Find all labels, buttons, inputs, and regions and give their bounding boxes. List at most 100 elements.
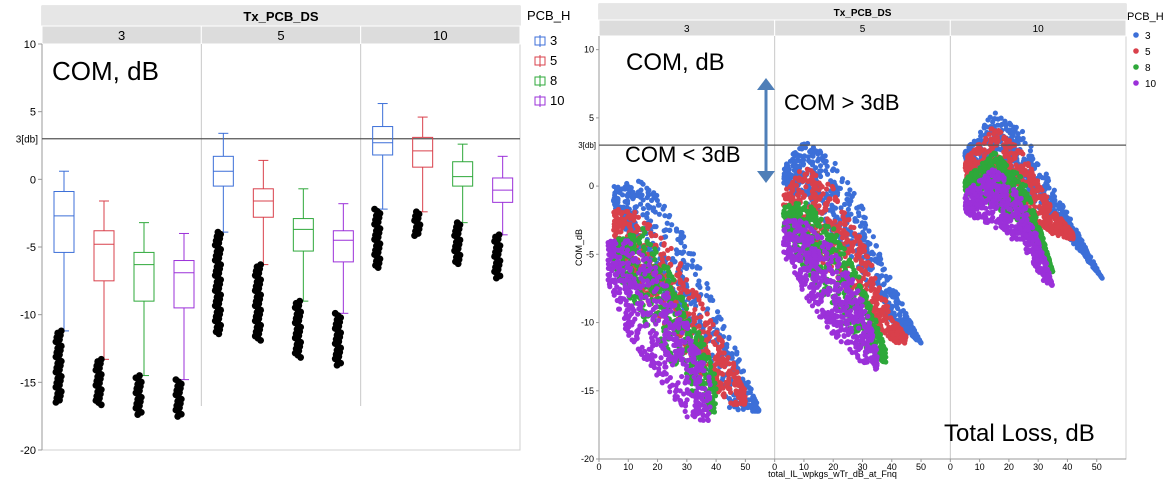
scatter-point (702, 403, 708, 409)
scatter-point (820, 191, 826, 197)
right-group-label: 5 (860, 24, 866, 35)
scatter-point (619, 295, 625, 302)
scatter-point (841, 210, 847, 216)
scatter-point (850, 277, 856, 283)
scatter-point (875, 280, 881, 287)
scatter-point (640, 267, 647, 273)
scatter-point (782, 196, 789, 202)
scatter-point (656, 202, 662, 208)
scatter-point (728, 400, 734, 406)
scatter-point (634, 333, 640, 339)
scatter-point (837, 185, 843, 192)
scatter-point (803, 184, 809, 190)
scatter-point (681, 301, 688, 307)
scatter-point (835, 190, 841, 196)
scatter-point (663, 327, 669, 333)
scatter-point (655, 317, 662, 323)
scatter-point (704, 281, 710, 287)
scatter-point (646, 282, 652, 288)
right-x-tick-label: 0 (948, 462, 953, 472)
left-plot-frame (41, 5, 521, 451)
scatter-point (831, 321, 838, 327)
scatter-point (704, 306, 711, 312)
scatter-point (844, 191, 850, 197)
left-y-tick-label: 10 (24, 39, 36, 51)
scatter-point (806, 251, 812, 257)
scatter-point (868, 262, 874, 268)
box-10-8 (451, 143, 474, 268)
scatter-point (656, 211, 662, 217)
right-x-tick-label: 10 (975, 462, 985, 472)
scatter-point (647, 242, 654, 248)
scatter-point (717, 380, 723, 386)
scatter-point (878, 295, 884, 302)
scatter-point (675, 266, 682, 272)
scatter-point (832, 218, 838, 224)
scatter-point (678, 260, 684, 267)
scatter-point (651, 270, 657, 276)
scatter-point (880, 267, 886, 273)
scatter-point (613, 231, 619, 237)
scatter-point (810, 281, 816, 287)
scatter-point (816, 156, 822, 162)
scatter-point (902, 337, 908, 344)
scatter-point (711, 409, 718, 415)
right-y-tick-label: -20 (581, 454, 594, 464)
scatter-point (697, 417, 704, 423)
scatter-point (859, 242, 865, 248)
box-outliers (451, 219, 464, 268)
scatter-point (815, 292, 821, 298)
scatter-point (676, 295, 682, 301)
box-3-3 (52, 170, 75, 406)
scatter-point (883, 354, 889, 360)
scatter-point (625, 320, 631, 326)
scatter-point (712, 393, 719, 399)
outlier-point (52, 398, 60, 406)
scatter-point (638, 187, 644, 193)
scatter-point (704, 413, 710, 419)
scatter-point (838, 339, 844, 345)
left-ref-label: 3[db] (16, 135, 38, 146)
scatter-point (679, 250, 685, 256)
scatter-point (819, 183, 825, 190)
scatter-point (855, 318, 861, 325)
scatter-point (818, 216, 824, 222)
scatter-point (815, 221, 821, 227)
box-body (452, 161, 474, 187)
scatter-point (630, 258, 637, 264)
scatter-point (698, 402, 704, 408)
scatter-point (678, 240, 684, 246)
scatter-point (806, 158, 812, 164)
right-header-title: Tx_PCB_DS (834, 8, 892, 19)
scatter-point (659, 256, 665, 262)
scatter-point (781, 208, 787, 214)
scatter-point (878, 256, 884, 262)
scatter-point (867, 241, 873, 247)
scatter-point (794, 158, 800, 164)
right-header-bar (599, 4, 1126, 20)
scatter-point (839, 178, 845, 185)
scatter-point (624, 260, 630, 266)
scatter-point (635, 270, 642, 276)
scatter-point (672, 389, 679, 395)
scatter-point (814, 308, 820, 315)
scatter-point (705, 285, 711, 291)
scatter-point (734, 369, 740, 375)
scatter-point (740, 394, 747, 400)
scatter-point (855, 210, 862, 216)
left-legend-item-8: 8 (534, 73, 557, 88)
scatter-point (644, 185, 650, 191)
scatter-point (649, 233, 655, 239)
scatter-point (620, 241, 627, 247)
scatter-point (881, 281, 887, 287)
scatter-point (859, 248, 865, 254)
scatter-point (846, 317, 852, 323)
scatter-point (723, 379, 729, 385)
outlier-point (174, 413, 182, 420)
left-group-label: 3 (118, 28, 125, 43)
scatter-point (857, 309, 863, 316)
scatter-point (714, 309, 721, 315)
